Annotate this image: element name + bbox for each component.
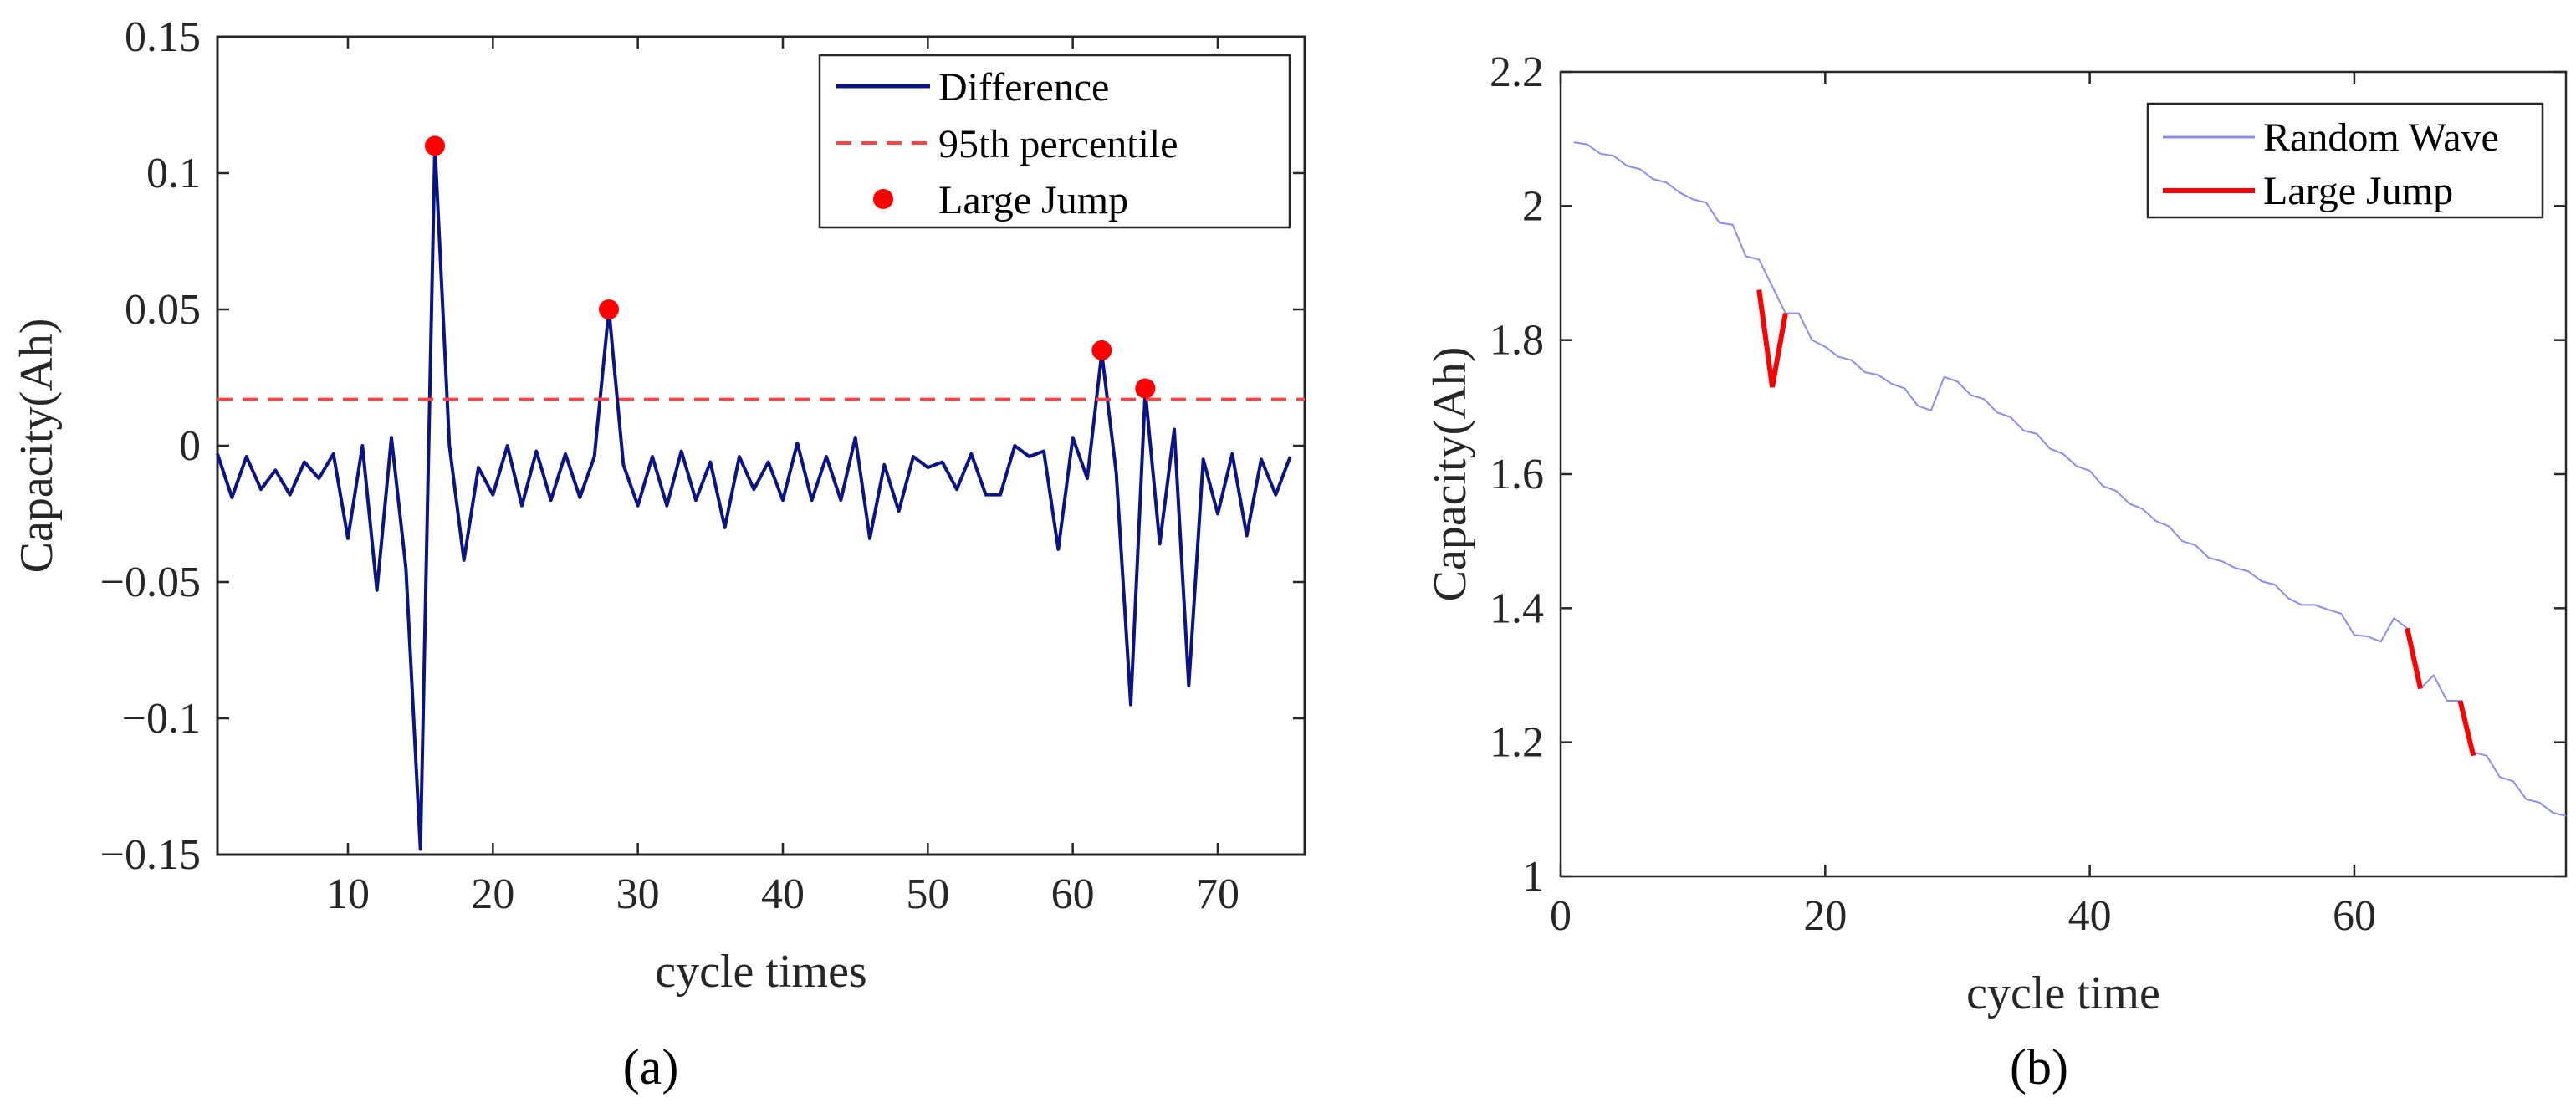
a-x-tick-label: 20 <box>471 870 514 918</box>
a-large-jump-point <box>1135 378 1156 399</box>
a-large-jump-point <box>1091 340 1112 360</box>
a-x-tick-label: 50 <box>906 870 949 918</box>
a-y-tick-label: −0.1 <box>122 695 201 743</box>
a-x-tick-label: 60 <box>1051 870 1095 918</box>
panel-a-chart: −0.15 −0.1 −0.05 0 0.05 0.1 0.15 10 20 30 40 50 60 7… <box>11 13 1306 1095</box>
a-y-tick-label: 0.15 <box>125 13 201 61</box>
legend-large-jump-marker <box>873 189 893 209</box>
legend-difference-label: Difference <box>938 65 1109 110</box>
panel-b-y-ticks: 1 1.2 1.4 1.6 1.8 2 2.2 <box>1490 49 2566 901</box>
panel-b-legend: Random Wave Large Jump <box>2146 102 2544 219</box>
legend-percentile-label: 95th percentile <box>938 122 1178 166</box>
a-y-tick-label: −0.15 <box>100 831 201 879</box>
legend-random-wave-label: Random Wave <box>2263 115 2499 160</box>
b-y-tick-label: 1.4 <box>1490 585 1544 632</box>
a-y-tick-label: −0.05 <box>100 559 201 606</box>
b-large-jump-segment <box>2457 700 2476 757</box>
a-x-tick-label: 10 <box>326 870 370 918</box>
panel-a-caption: (a) <box>623 1039 679 1095</box>
panel-a-x-ticks: 10 20 30 40 50 60 70 <box>326 37 1239 918</box>
panel-b-plot-area <box>1573 141 2567 817</box>
a-y-tick-label: 0.05 <box>125 286 201 334</box>
b-x-tick-label: 60 <box>2333 892 2376 940</box>
panel-b-x-axis-label: cycle time <box>1966 967 2160 1019</box>
panel-a-plot-area <box>216 135 1305 851</box>
b-y-tick-label: 1.2 <box>1490 719 1544 767</box>
panel-b-x-ticks: 0 20 40 60 <box>1550 72 2376 940</box>
a-series-difference <box>216 144 1292 851</box>
a-x-tick-label: 70 <box>1196 870 1239 918</box>
b-x-tick-label: 0 <box>1550 892 1572 940</box>
b-x-tick-label: 20 <box>1803 892 1847 940</box>
panel-a-y-ticks: −0.15 −0.1 −0.05 0 0.05 0.1 0.15 <box>100 13 1305 879</box>
panel-a-x-axis-label: cycle times <box>655 946 866 998</box>
legend-large-jump-label: Large Jump <box>938 178 1128 222</box>
b-x-tick-label: 40 <box>2068 892 2112 940</box>
b-y-tick-label: 1 <box>1522 853 1544 901</box>
a-y-tick-label: 0.1 <box>146 150 201 197</box>
a-x-tick-label: 30 <box>616 870 660 918</box>
b-y-tick-label: 1.6 <box>1490 451 1544 498</box>
panel-b-chart: 1 1.2 1.4 1.6 1.8 2 2.2 0 20 40 60 cycle time Cap… <box>1424 49 2568 1095</box>
b-y-tick-label: 1.8 <box>1490 317 1544 365</box>
b-y-tick-label: 2.2 <box>1490 49 1544 96</box>
b-series-random-wave <box>1573 141 2567 817</box>
legend-b-large-jump-label: Large Jump <box>2263 169 2453 213</box>
a-large-jump-point <box>425 135 445 156</box>
b-large-jump-segment <box>1756 289 1788 388</box>
panel-a-y-axis-label: Capacity(Ah) <box>11 319 63 574</box>
panel-b-caption: (b) <box>2010 1039 2068 1095</box>
a-large-jump-point <box>599 299 619 319</box>
a-x-tick-label: 40 <box>761 870 805 918</box>
b-large-jump-segment <box>2405 627 2423 690</box>
panel-b-legend-box <box>2146 102 2544 219</box>
b-y-tick-label: 2 <box>1522 182 1544 230</box>
panel-a-legend: Difference 95th percentile Large Jump <box>818 54 1291 229</box>
a-y-tick-label: 0 <box>179 422 201 470</box>
panel-b-y-axis-label: Capacity(Ah) <box>1424 347 1476 602</box>
